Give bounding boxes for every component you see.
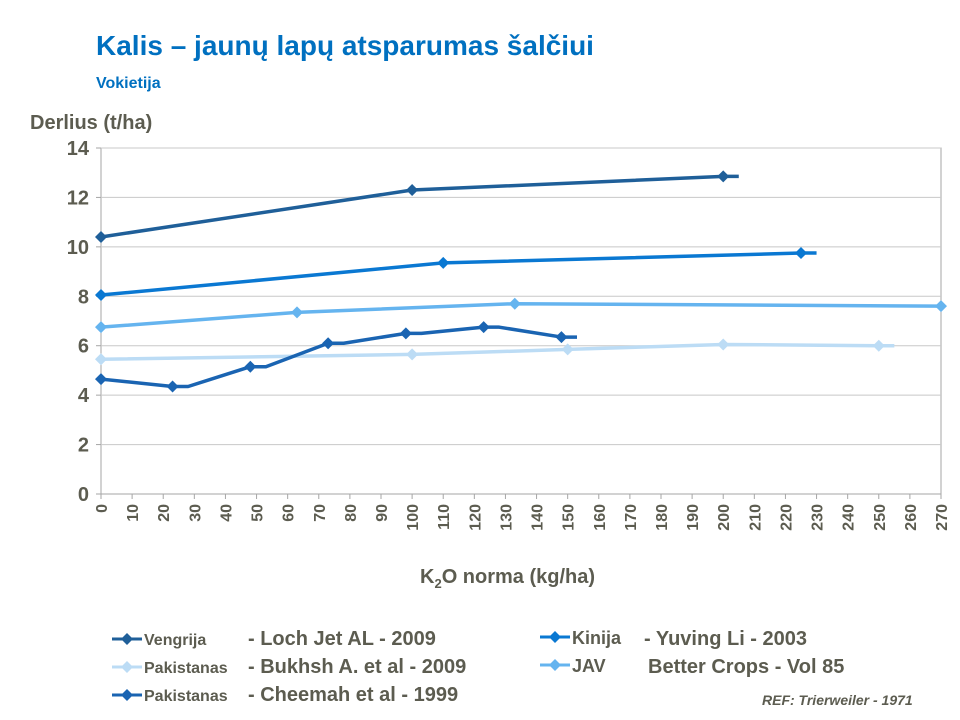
x-tick-label: 260: [903, 504, 920, 531]
data-point-3: [95, 321, 107, 334]
data-point-0: [406, 184, 419, 197]
x-tick-label: 50: [250, 504, 267, 522]
y-tick-label: 0: [78, 484, 89, 506]
legend-symbol-3: [540, 659, 570, 671]
x-tick-label: 250: [872, 504, 889, 531]
data-point-3: [508, 297, 521, 310]
x-tick-label: 200: [716, 504, 733, 531]
data-point-4: [166, 380, 179, 393]
x-tick-label: 190: [685, 504, 702, 531]
x-tick-label: 150: [561, 504, 578, 531]
legend-symbol-4: [112, 689, 142, 701]
legend-symbol-2: [112, 661, 142, 673]
x-tick-label: 240: [841, 504, 858, 531]
data-point-2: [95, 353, 107, 366]
x-axis-label-sub: 2: [434, 576, 442, 591]
legend-name-4: Pakistanas: [144, 688, 228, 705]
legend-name-1: Kinija: [572, 628, 622, 648]
series-line-3: [100, 301, 942, 329]
data-point-1: [795, 247, 807, 260]
legend-symbol-0: [112, 633, 142, 645]
data-point-3: [935, 300, 947, 313]
y-tick-label: 12: [67, 187, 89, 209]
x-tick-label: 110: [436, 504, 453, 530]
y-tick-label: 2: [78, 435, 89, 457]
x-axis-label-main: K: [420, 566, 435, 588]
data-point-2: [561, 343, 574, 356]
legend-name-2: Pakistanas: [144, 660, 228, 677]
x-tick-label: 130: [498, 504, 515, 531]
legend-ref-3: Better Crops - Vol 85: [648, 656, 845, 678]
y-tick-label: 14: [67, 138, 90, 160]
y-axis-label: Derlius (t/ha): [30, 112, 153, 134]
data-point-2: [406, 348, 419, 361]
x-tick-label: 20: [156, 504, 173, 522]
data-point-2: [717, 338, 730, 351]
x-tick-label: 100: [405, 504, 422, 531]
x-tick-label: 90: [374, 504, 391, 522]
data-point-1: [437, 256, 450, 269]
x-tick-label: 230: [810, 504, 827, 531]
legend-name-0: Vengrija: [144, 632, 207, 649]
x-tick-label: 140: [530, 504, 547, 531]
data-point-4: [322, 337, 335, 350]
y-tick-label: 6: [78, 336, 89, 358]
data-point-4: [555, 331, 568, 344]
legend-symbol-1: [540, 631, 570, 643]
series-line-1: [100, 251, 817, 297]
series-line-4: [100, 325, 577, 389]
reference-note: REF: Trierweiler - 1971: [762, 692, 913, 708]
series-line-0: [100, 174, 739, 239]
legend-ref-4: - Cheemah et al - 1999: [248, 684, 459, 706]
data-point-4: [95, 373, 107, 386]
x-tick-label: 270: [934, 504, 951, 531]
x-tick-label: 10: [125, 504, 142, 522]
chart-title: Kalis – jaunų lapų atsparumas šalčiui: [96, 30, 594, 61]
legend-ref-2: - Bukhsh A. et al - 2009: [248, 656, 467, 678]
legend-ref-1: - Yuving Li - 2003: [644, 628, 808, 650]
y-tick-label: 8: [78, 286, 89, 308]
x-tick-label: 0: [94, 504, 111, 513]
legend-name-3: JAV: [572, 656, 606, 676]
x-tick-label: 160: [592, 504, 609, 531]
x-tick-label: 180: [654, 504, 671, 531]
x-axis-label-rest: O norma (kg/ha): [441, 566, 596, 588]
plot-area: [100, 147, 942, 495]
y-tick-label: 10: [67, 237, 89, 259]
data-point-4: [477, 321, 490, 334]
series-line-2: [100, 342, 895, 362]
x-tick-label: 70: [312, 504, 329, 522]
data-point-4: [399, 327, 412, 340]
x-tick-label: 220: [778, 504, 795, 531]
x-tick-label: 120: [467, 504, 484, 531]
x-tick-label: 170: [623, 504, 640, 531]
x-tick-label: 40: [218, 504, 235, 522]
x-tick-label: 210: [747, 504, 764, 531]
x-tick-label: 30: [187, 504, 204, 522]
data-point-3: [291, 306, 303, 319]
data-point-2: [872, 339, 885, 352]
x-axis-label: K2O norma (kg/ha): [420, 566, 595, 591]
x-tick-label: 80: [343, 504, 360, 522]
data-point-0: [95, 230, 107, 243]
legend-ref-0: - Loch Jet AL - 2009: [248, 628, 436, 650]
x-tick-label: 60: [281, 504, 298, 522]
data-point-4: [244, 360, 257, 373]
y-tick-label: 4: [78, 385, 90, 407]
data-point-1: [95, 289, 107, 302]
chart-subtitle: Vokietija: [96, 75, 161, 92]
data-point-0: [717, 170, 730, 183]
